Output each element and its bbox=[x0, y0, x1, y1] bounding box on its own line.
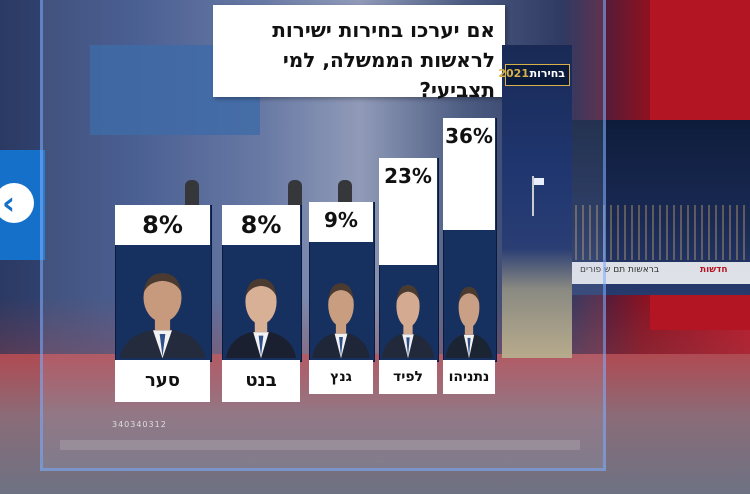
question-text: אם יערכו בחירות ישירות לראשות הממשלה, למ… bbox=[272, 18, 495, 102]
candidate-portrait bbox=[225, 278, 297, 358]
flag-icon bbox=[534, 178, 544, 185]
candidate-portrait bbox=[119, 273, 206, 358]
candidate-name: בנט bbox=[222, 360, 300, 402]
candidate-name: סער bbox=[115, 360, 210, 402]
candidate-name: גנץ bbox=[309, 360, 373, 394]
ticker-text: בראשות תם ש פורים bbox=[580, 265, 660, 275]
bar-value-box bbox=[115, 205, 210, 245]
election-badge-year: 2021 bbox=[498, 67, 529, 80]
chevron-left-icon: ‹ bbox=[2, 184, 16, 222]
candidate-portrait bbox=[381, 284, 435, 358]
bar-value-box bbox=[443, 118, 495, 230]
candidate-portrait bbox=[312, 282, 370, 358]
bar-value-label: 8% bbox=[142, 211, 183, 239]
bar-value-box bbox=[309, 201, 373, 242]
candidate-name: נתניהו bbox=[443, 360, 495, 394]
glass-panel-base bbox=[60, 440, 580, 450]
arrow-circle-icon bbox=[0, 183, 34, 223]
election-badge: בחירות 2021 bbox=[498, 64, 570, 86]
serial-number: 340340312 bbox=[112, 420, 167, 429]
bar-value-box bbox=[379, 158, 437, 266]
bar-value-box bbox=[222, 205, 300, 245]
bar-value-label: 8% bbox=[240, 211, 282, 239]
bar-value-label: 9% bbox=[324, 207, 358, 232]
candidate-portrait bbox=[445, 286, 493, 358]
ticker-logo: חדשות bbox=[700, 265, 728, 275]
candidate-name: לפיד bbox=[379, 360, 437, 394]
bar-value-label: 36% bbox=[445, 124, 493, 148]
screen-ticker bbox=[570, 262, 750, 284]
question-box: אם יערכו בחירות ישירות לראשות הממשלה, למ… bbox=[213, 5, 505, 102]
city-lights bbox=[568, 205, 750, 260]
election-badge-label: בחירות bbox=[529, 67, 565, 80]
bar-value-label: 23% bbox=[384, 164, 432, 189]
election-panel bbox=[502, 45, 572, 358]
flagpole-icon bbox=[532, 176, 534, 216]
